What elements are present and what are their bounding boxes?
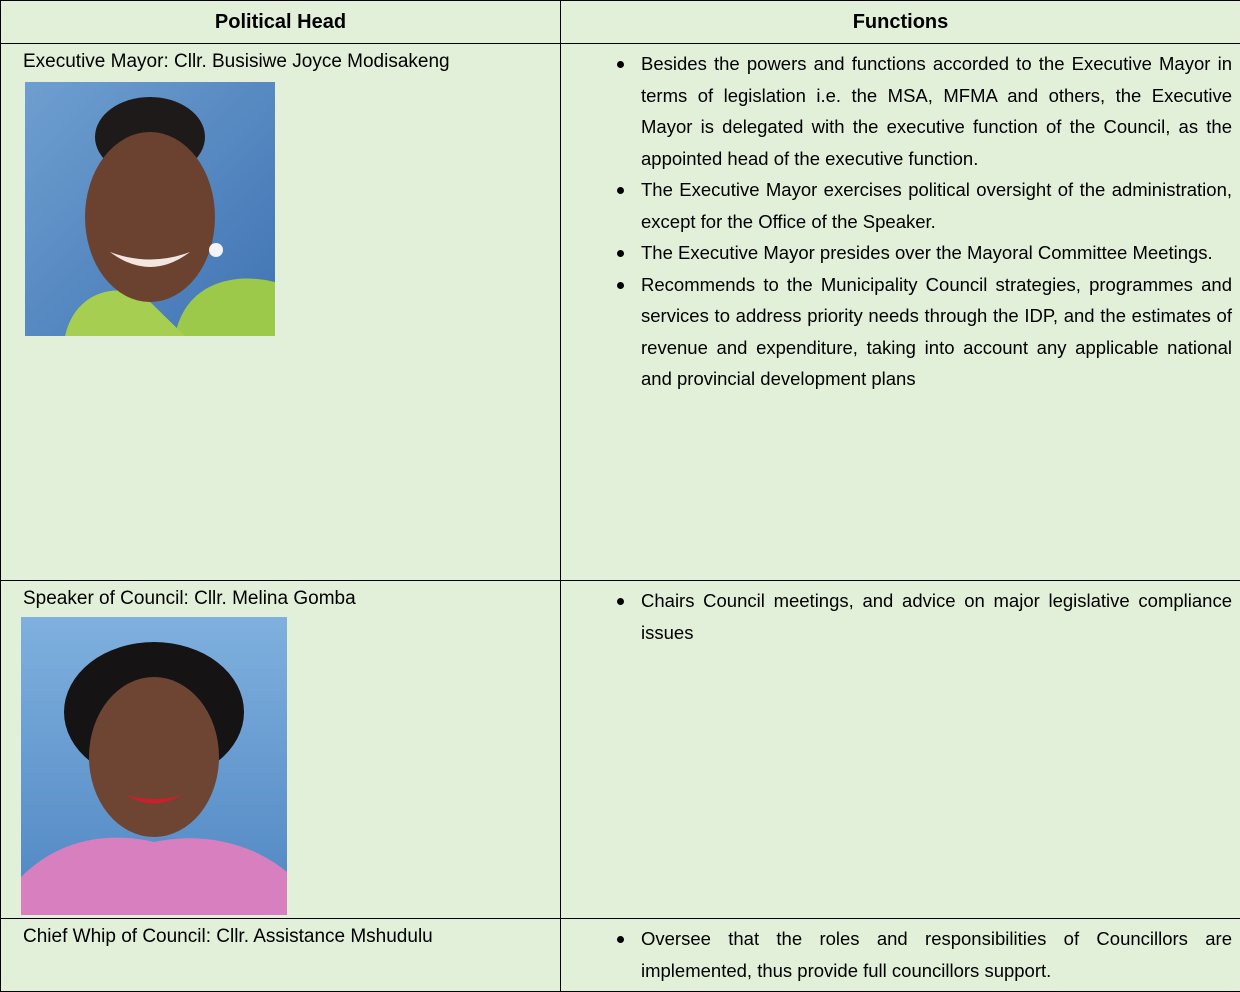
function-list: Chairs Council meetings, and advice on m…	[561, 585, 1240, 648]
table-row: Chief Whip of Council: Cllr. Assistance …	[1, 919, 1240, 992]
function-list: Besides the powers and functions accorde…	[561, 48, 1240, 395]
function-item: Chairs Council meetings, and advice on m…	[641, 585, 1232, 648]
function-item: The Executive Mayor presides over the Ma…	[641, 237, 1232, 269]
table-row: Executive Mayor: Cllr. Busisiwe Joyce Mo…	[1, 44, 1240, 581]
political-head-cell: Chief Whip of Council: Cllr. Assistance …	[1, 919, 561, 992]
portrait-photo	[25, 82, 275, 336]
functions-cell: Oversee that the roles and responsibilit…	[561, 919, 1240, 992]
functions-cell: Chairs Council meetings, and advice on m…	[561, 581, 1240, 919]
portrait-photo	[21, 617, 287, 915]
political-head-cell: Speaker of Council: Cllr. Melina Gomba	[1, 581, 561, 919]
column-header: Political Head	[1, 1, 561, 44]
political-head: Chief Whip of Council: Cllr. Assistance …	[1, 919, 560, 951]
function-item: Besides the powers and functions accorde…	[641, 48, 1232, 174]
political-head-cell: Executive Mayor: Cllr. Busisiwe Joyce Mo…	[1, 44, 561, 581]
political-head: Executive Mayor: Cllr. Busisiwe Joyce Mo…	[1, 44, 560, 76]
functions-cell: Besides the powers and functions accorde…	[561, 44, 1240, 581]
function-item: The Executive Mayor exercises political …	[641, 174, 1232, 237]
table-row: Speaker of Council: Cllr. Melina Gomba C…	[1, 581, 1240, 919]
political-head: Speaker of Council: Cllr. Melina Gomba	[1, 581, 560, 613]
function-item: Oversee that the roles and responsibilit…	[641, 923, 1232, 986]
function-item: Recommends to the Municipality Council s…	[641, 269, 1232, 395]
column-header: Functions	[561, 1, 1240, 44]
header-row: Political Head Functions	[1, 1, 1240, 44]
function-list: Oversee that the roles and responsibilit…	[561, 923, 1240, 986]
